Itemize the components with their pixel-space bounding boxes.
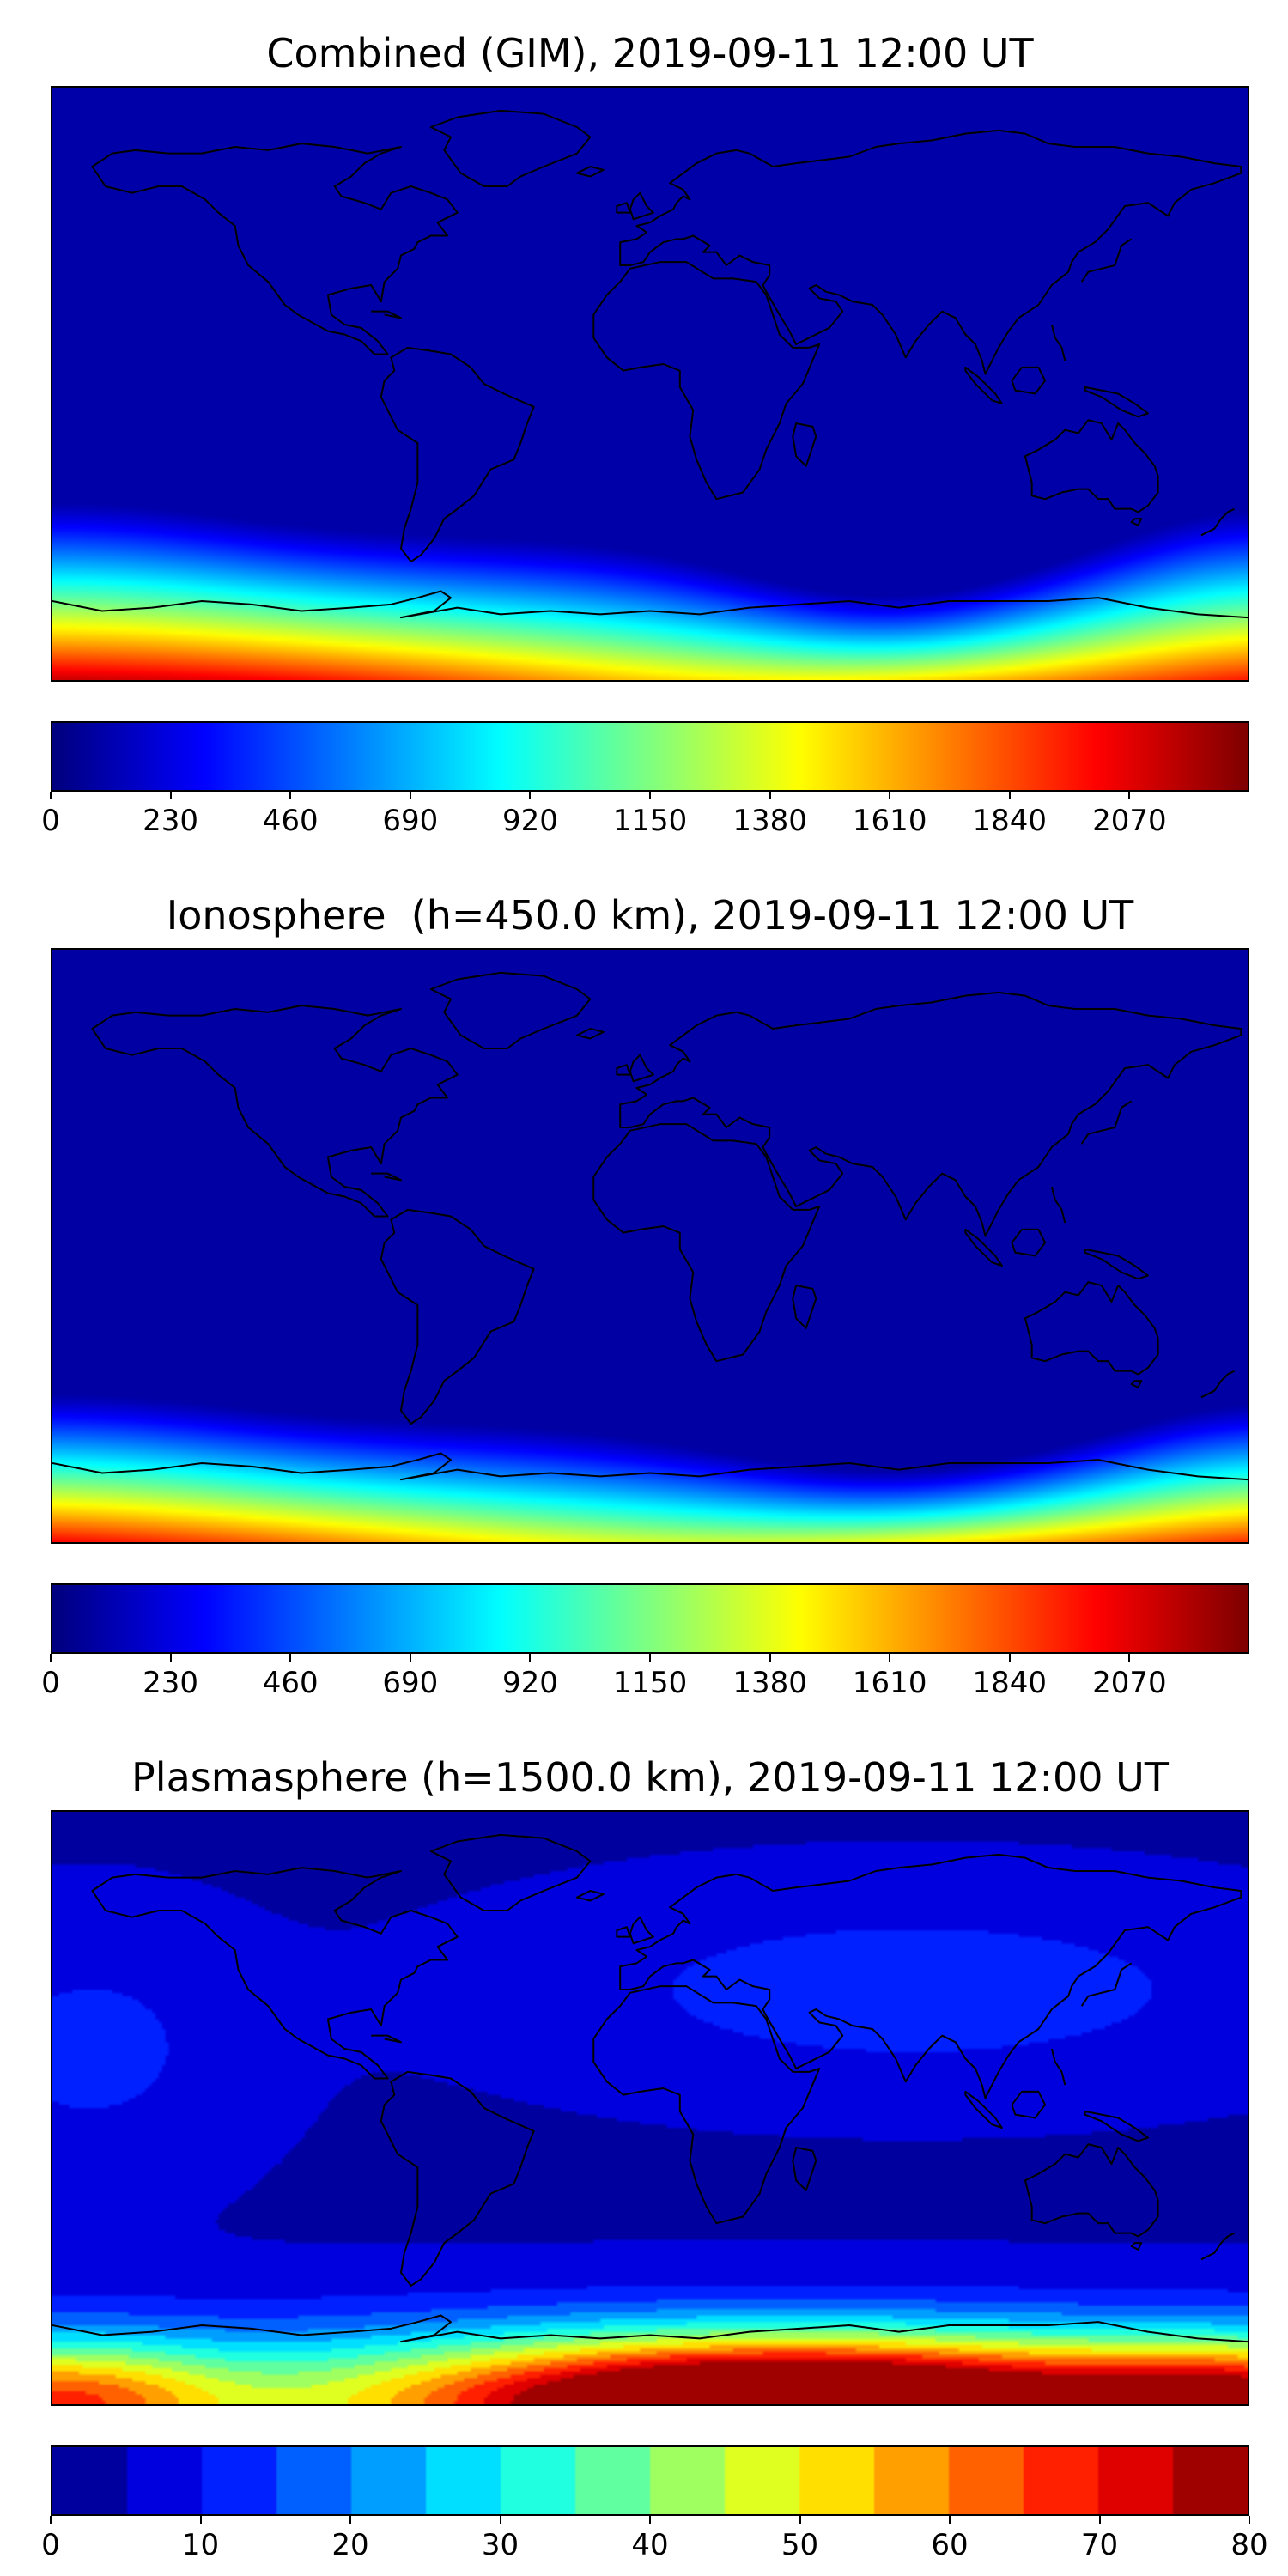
colorbar-tick-label: 1380 <box>732 1666 807 1700</box>
coastlines-overlay <box>52 1812 1248 2404</box>
colorbar-tick-label: 1150 <box>612 1666 688 1700</box>
heatmap-canvas-ionosphere <box>52 950 1248 1542</box>
panel-ionosphere: Ionosphere (h=450.0 km), 2019-09-11 12:0… <box>41 852 1249 1714</box>
colorbar-plasmasphere <box>51 2445 1249 2516</box>
colorbar-tick-label: 920 <box>501 804 558 838</box>
colorbar-ticks-plasmasphere: 0 10 20 30 40 50 60 70 80 <box>41 2516 1268 2576</box>
colorbar-tick-label: 460 <box>262 1666 319 1700</box>
colorbar-tick-label: 1610 <box>852 1666 927 1700</box>
colorbar-tick-label: 690 <box>382 1666 439 1700</box>
colorbar-tickmark <box>649 2516 651 2524</box>
colorbar-tickmark <box>289 792 292 799</box>
colorbar-tickmark <box>649 1654 651 1662</box>
colorbar-tick-label: 230 <box>143 1666 199 1700</box>
colorbar-tickmark <box>529 792 532 799</box>
map-ionosphere <box>51 948 1249 1544</box>
colorbar-tickmark <box>889 792 891 799</box>
colorbar-tickmark <box>649 792 651 799</box>
colorbar-tick-label: 0 <box>41 804 60 838</box>
colorbar-ticks-ionosphere: 0 230 460 690 920 1150 1380 1610 1840 2070 <box>41 1654 1249 1714</box>
colorbar-tickmark <box>769 1654 771 1662</box>
panel-title-plasmasphere: Plasmasphere (h=1500.0 km), 2019-09-11 1… <box>131 1754 1169 1801</box>
colorbar-tickmark <box>409 792 411 799</box>
colorbar-tick-label: 0 <box>41 1666 60 1700</box>
colorbar-canvas <box>52 1585 1248 1652</box>
colorbar-tickmark <box>50 2516 52 2524</box>
colorbar-tickmark <box>799 2516 801 2524</box>
colorbar-tick-label: 460 <box>262 804 319 838</box>
colorbar-tick-label: 30 <box>481 2528 519 2562</box>
colorbar-tickmark <box>889 1654 891 1662</box>
heatmap-canvas-plasmasphere <box>52 1812 1248 2404</box>
colorbar-tickmark <box>1128 792 1131 799</box>
colorbar-tickmark <box>169 792 172 799</box>
colorbar-tick-label: 60 <box>931 2528 969 2562</box>
colorbar-ticks-combined: 0 230 460 690 920 1150 1380 1610 1840 2070 <box>41 792 1249 852</box>
colorbar-tick-label: 80 <box>1230 2528 1268 2562</box>
colorbar-tick-label: 40 <box>631 2528 669 2562</box>
colorbar-tick-label: 1840 <box>972 804 1048 838</box>
colorbar-tickmark <box>529 1654 532 1662</box>
colorbar-tick-label: 230 <box>143 804 199 838</box>
colorbar-canvas <box>52 2447 1248 2514</box>
colorbar-tick-label: 70 <box>1080 2528 1119 2562</box>
colorbar-tickmark <box>199 2516 202 2524</box>
colorbar-tickmark <box>1249 2516 1250 2524</box>
colorbar-tick-label: 10 <box>181 2528 220 2562</box>
colorbar-tick-label: 1380 <box>732 804 807 838</box>
panel-plasmasphere: Plasmasphere (h=1500.0 km), 2019-09-11 1… <box>41 1714 1268 2576</box>
colorbar-tickmark <box>499 2516 501 2524</box>
panel-title-combined: Combined (GIM), 2019-09-11 12:00 UT <box>266 30 1034 76</box>
coastlines-overlay <box>52 88 1248 680</box>
colorbar-tickmark <box>1008 792 1011 799</box>
colorbar-combined <box>51 721 1249 792</box>
colorbar-tickmark <box>409 1654 411 1662</box>
heatmap-canvas-combined <box>52 88 1248 680</box>
panel-title-ionosphere: Ionosphere (h=450.0 km), 2019-09-11 12:0… <box>166 892 1134 939</box>
colorbar-tick-label: 0 <box>41 2528 60 2562</box>
map-plasmasphere <box>51 1810 1249 2406</box>
colorbar-ionosphere <box>51 1583 1249 1654</box>
colorbar-tickmark <box>949 2516 951 2524</box>
colorbar-tickmark <box>50 792 52 799</box>
colorbar-tick-label: 1610 <box>852 804 927 838</box>
colorbar-tick-label: 50 <box>781 2528 819 2562</box>
colorbar-tick-label: 1840 <box>972 1666 1048 1700</box>
colorbar-tick-label: 2070 <box>1092 804 1167 838</box>
colorbar-canvas <box>52 723 1248 790</box>
map-combined <box>51 86 1249 682</box>
colorbar-tickmark <box>349 2516 351 2524</box>
colorbar-tick-label: 2070 <box>1092 1666 1167 1700</box>
colorbar-tickmark <box>1128 1654 1131 1662</box>
colorbar-tick-label: 920 <box>501 1666 558 1700</box>
panel-combined: Combined (GIM), 2019-09-11 12:00 UT 0 230… <box>41 0 1249 852</box>
colorbar-tick-label: 1150 <box>612 804 688 838</box>
colorbar-tickmark <box>50 1654 52 1662</box>
colorbar-tickmark <box>1008 1654 1011 1662</box>
colorbar-tickmark <box>289 1654 292 1662</box>
coastlines-overlay <box>52 950 1248 1542</box>
colorbar-tick-label: 690 <box>382 804 439 838</box>
colorbar-tickmark <box>1098 2516 1101 2524</box>
colorbar-tickmark <box>169 1654 172 1662</box>
colorbar-tick-label: 20 <box>331 2528 369 2562</box>
colorbar-tickmark <box>769 792 771 799</box>
